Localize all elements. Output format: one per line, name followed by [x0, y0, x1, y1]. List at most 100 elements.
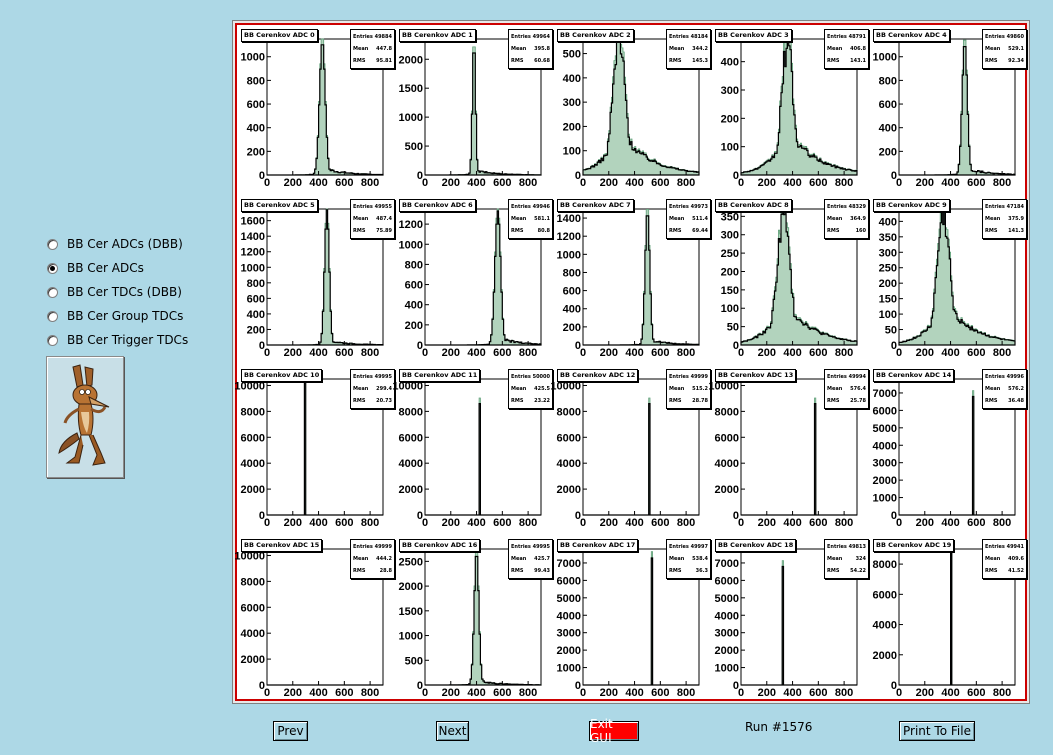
histogram-pad[interactable]: 0 200 400 600 800 0 50 100 150 200 250 300 350 400 BB …	[871, 197, 1029, 367]
histogram-title: BB Cerenkov ADC 11	[399, 369, 481, 382]
stats-value: 143.1	[850, 58, 866, 64]
next-button[interactable]: Next	[436, 721, 469, 741]
stats-value: 49996	[1006, 374, 1024, 380]
y-tick-label: 800	[247, 75, 265, 87]
histogram-pad[interactable]: 0 200 400 600 800 0 200 400 600 800 1000 BB Cerenko…	[871, 27, 1029, 197]
stats-key: RMS	[669, 398, 682, 404]
stats-row: Entries 49946	[511, 202, 550, 214]
stats-key: RMS	[985, 58, 998, 64]
radio-label: BB Cer ADCs	[67, 261, 144, 275]
x-tick-label: 0	[422, 347, 428, 359]
x-tick-label: 0	[896, 177, 902, 189]
histogram-pad[interactable]: 0 200 400 600 800 0 200 400 600 800 1000 BB Cerenko…	[239, 27, 397, 197]
print-to-file-button[interactable]: Print To File	[899, 721, 975, 741]
stats-value: 49973	[690, 204, 708, 210]
y-tick-label: 1200	[241, 247, 265, 259]
y-tick-label: 5000	[715, 593, 739, 605]
radio-bb-cer-adcs[interactable]: BB Cer ADCs	[47, 259, 144, 277]
stats-value: 49999	[374, 544, 392, 550]
y-tick-label: 400	[247, 123, 265, 135]
y-tick-label: 8000	[241, 576, 265, 588]
y-tick-label: 400	[879, 216, 897, 228]
x-tick-label: 400	[467, 347, 485, 359]
stats-row: Entries 49973	[669, 202, 708, 214]
stats-row: Entries 49884	[353, 32, 392, 44]
histogram-pad[interactable]: 0 200 400 600 800 0 100 200 300 400 500 BB Cerenkov…	[555, 27, 713, 197]
y-tick-label: 200	[721, 266, 739, 278]
histogram-pad[interactable]: 0 200 400 600 800 0 2000 4000 6000 8000 10000 BB Ce…	[708, 367, 871, 537]
x-tick-label: 200	[284, 177, 302, 189]
histogram-pad[interactable]: 0 200 400 600 800 0 50 100 150 200 250 300 350 BB Cer…	[713, 197, 871, 367]
radio-button[interactable]	[47, 238, 58, 250]
stats-row: Mean 576.2	[985, 384, 1024, 396]
stats-box: Entries 48184 Mean 344.2 RMS 145.3	[666, 29, 711, 69]
coyote-logo-button[interactable]	[46, 356, 124, 478]
histogram-pad[interactable]: 0 200 400 600 800 0 200 400 600 800 1000 1200 BB Cer…	[397, 197, 555, 367]
histogram-pad[interactable]: 0 200 400 600 800 0 1000 2000 3000 4000 5000 6000 70…	[555, 537, 713, 707]
x-tick-label: 400	[941, 687, 959, 699]
y-tick-label: 400	[247, 309, 265, 321]
histogram-pad[interactable]: 0 200 400 600 800 0 2000 4000 6000 8000 10000 BB Ce…	[392, 367, 555, 537]
radio-bb-cer-group-tdcs[interactable]: BB Cer Group TDCs	[47, 307, 183, 325]
stats-value: 47184	[1006, 204, 1024, 210]
x-tick-label: 600	[493, 687, 511, 699]
histogram-title: BB Cerenkov ADC 8	[715, 199, 792, 212]
x-tick-label: 800	[361, 517, 379, 529]
y-tick-label: 2000	[557, 645, 581, 657]
x-tick-label: 0	[738, 517, 744, 529]
stats-value: 324	[855, 556, 866, 562]
y-tick-label: 4000	[873, 620, 897, 632]
y-tick-label: 2000	[399, 484, 423, 496]
histogram-line-series	[425, 403, 541, 516]
stats-value: 49997	[690, 544, 708, 550]
y-tick-label: 8000	[557, 406, 581, 418]
radio-bb-cer-trigger-tdcs[interactable]: BB Cer Trigger TDCs	[47, 331, 188, 349]
radio-button[interactable]	[47, 286, 58, 298]
y-tick-label: 150	[879, 294, 897, 306]
y-tick-label: 50	[727, 322, 739, 334]
x-tick-label: 600	[967, 517, 985, 529]
stats-value: 80.8	[537, 228, 550, 234]
x-tick-label: 200	[284, 517, 302, 529]
histogram-line-series	[741, 403, 857, 516]
stats-value: 49884	[374, 34, 392, 40]
y-tick-label: 6000	[241, 432, 265, 444]
histogram-pad[interactable]: 0 200 400 600 800 0 200 400 600 800 1000 1200 1400 BB…	[555, 197, 713, 367]
prev-button[interactable]: Prev	[273, 721, 308, 741]
y-tick-label: 7000	[557, 558, 581, 570]
histogram-canvas[interactable]: 0 200 400 600 800 0 200 400 600 800 1000 BB Cerenko…	[234, 23, 1029, 701]
histogram-pad[interactable]: 0 200 400 600 800 0 500 1000 1500 2000 BB Cerenkov…	[397, 27, 555, 197]
stats-box: Entries 49884 Mean 447.8 RMS 95.81	[350, 29, 395, 69]
radio-button-selected[interactable]	[47, 262, 58, 274]
stats-key: Mean	[827, 386, 843, 392]
stats-box: Entries 48791 Mean 406.8 RMS 143.1	[824, 29, 869, 69]
stats-row: Mean 425.5	[511, 384, 550, 396]
histogram-pad[interactable]: 0 200 400 600 800 0 2000 4000 6000 8000 10000 BB Ce…	[234, 367, 397, 537]
histogram-pad[interactable]: 0 200 400 600 800 0 2000 4000 6000 8000 BB Cerenko…	[871, 537, 1029, 707]
histogram-pad[interactable]: 0 200 400 600 800 0 2000 4000 6000 8000 10000 BB Ce…	[234, 537, 397, 707]
radio-button[interactable]	[47, 310, 58, 322]
x-tick-label: 200	[600, 687, 618, 699]
x-tick-label: 800	[519, 347, 537, 359]
x-tick-label: 200	[600, 347, 618, 359]
stats-value: 75.89	[376, 228, 392, 234]
histogram-pad[interactable]: 0 200 400 600 800 0 200 400 600 800 1000 1200 1400 16…	[239, 197, 397, 367]
histogram-pad[interactable]: 0 200 400 600 800 0 100 200 300 400 BB Cerenkov AD…	[713, 27, 871, 197]
histogram-fill-series	[741, 560, 857, 686]
x-tick-label: 600	[809, 347, 827, 359]
stats-key: RMS	[985, 398, 998, 404]
y-tick-label: 1000	[873, 493, 897, 505]
exit-gui-button[interactable]: Exit GUI	[589, 717, 639, 745]
stats-row: Mean 364.9	[827, 214, 866, 226]
histogram-pad[interactable]: 0 200 400 600 800 0 500 1000 1500 2000 2500 BB Cere…	[397, 537, 555, 707]
stats-key: RMS	[669, 58, 682, 64]
radio-bb-cer-tdcs-dbb[interactable]: BB Cer TDCs (DBB)	[47, 283, 182, 301]
radio-bb-cer-adcs-dbb[interactable]: BB Cer ADCs (DBB)	[47, 235, 183, 253]
y-tick-label: 4000	[399, 458, 423, 470]
radio-button[interactable]	[47, 334, 58, 346]
x-tick-label: 600	[493, 517, 511, 529]
histogram-pad[interactable]: 0 200 400 600 800 0 2000 4000 6000 8000 10000 BB Ce…	[550, 367, 713, 537]
histogram-pad[interactable]: 0 200 400 600 800 0 1000 2000 3000 4000 5000 6000 70…	[713, 537, 871, 707]
histogram-pad[interactable]: 0 200 400 600 800 0 1000 2000 3000 4000 5000 6000 70…	[871, 367, 1029, 537]
